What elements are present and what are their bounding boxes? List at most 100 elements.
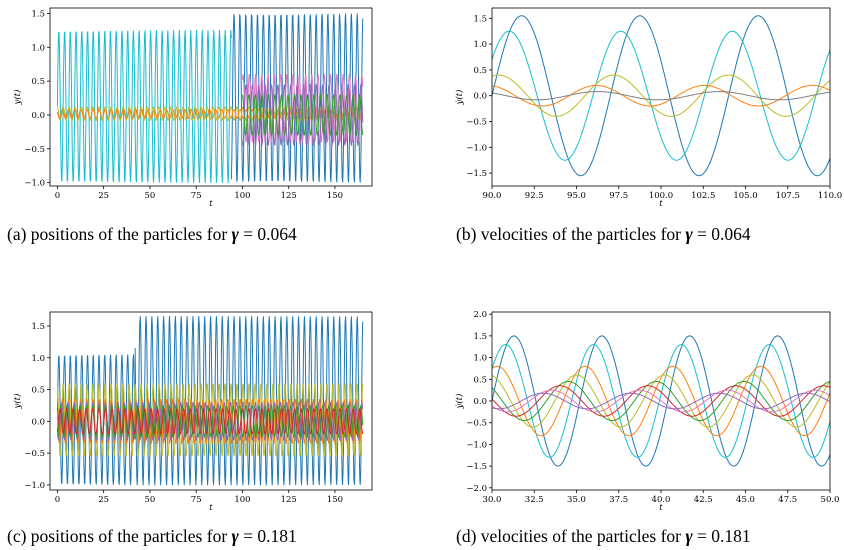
x-tick-label: 25 <box>98 191 109 201</box>
x-tick-label: 32.5 <box>525 495 544 505</box>
y-tick-label: 0.0 <box>31 417 45 427</box>
caption-b-symbol: γ <box>685 224 693 244</box>
x-tick-label: 150 <box>327 495 343 505</box>
y-tick-label: 1.5 <box>31 9 45 19</box>
caption-b-suffix: = 0.064 <box>692 224 751 244</box>
y-tick-label: 1.5 <box>473 332 487 342</box>
x-tick-label: 97.5 <box>609 191 628 201</box>
series-line-2 <box>492 365 830 437</box>
chart-b-svg: 90.0 92.5 95.0 97.5 100.0 102.5 105.0 107.5 110.… <box>454 7 842 209</box>
series-line-4 <box>492 91 830 101</box>
series-line-7 <box>492 392 830 410</box>
caption-c-symbol: γ <box>231 526 239 546</box>
x-tick-label: 92.5 <box>525 191 544 201</box>
y-tick-label: 1.5 <box>473 14 487 24</box>
caption-b: (b) velocities of the particles for γ = … <box>456 224 751 245</box>
y-tick-label: 1.5 <box>31 322 45 332</box>
x-tick-label: 50.0 <box>821 495 840 505</box>
x-tick-label: 100.0 <box>649 191 673 201</box>
y-tick-label: −2.0 <box>466 484 487 494</box>
series-line-2 <box>56 383 364 456</box>
series-line-0 <box>56 354 136 486</box>
x-tick-label: 125 <box>281 495 297 505</box>
plot-area <box>492 335 830 467</box>
y-tick-label: 0.0 <box>473 92 487 102</box>
series-line-3 <box>492 374 830 428</box>
plot-area <box>56 316 364 486</box>
y-tick-label: −0.5 <box>466 419 487 429</box>
y-tick-label: 1.0 <box>31 43 45 53</box>
y-tick-label: 1.0 <box>31 354 45 364</box>
x-tick-label: 110.0 <box>818 191 842 201</box>
x-tick-label: 50 <box>145 495 156 505</box>
y-axis-label: y(t) <box>12 394 23 410</box>
series-line-4 <box>492 381 830 421</box>
x-tick-label: 37.5 <box>609 495 628 505</box>
caption-a-prefix: (a) positions of the particles for <box>7 224 232 244</box>
x-tick-label: 35.0 <box>567 495 586 505</box>
y-tick-label: −0.5 <box>24 449 45 459</box>
plot-frame <box>491 7 831 187</box>
x-axis-label: t <box>209 503 213 513</box>
chart-panel-a: 0 25 50 75 100 125 150 −1.0 −0.5 0.0 0.5 1.0 1.5 t y(t… <box>0 0 400 215</box>
x-tick-label: 0 <box>55 191 60 201</box>
series-line-0 <box>56 29 232 184</box>
chart-panel-b: 90.0 92.5 95.0 97.5 100.0 102.5 105.0 107.5 110.… <box>440 0 844 215</box>
y-tick-label: −1.5 <box>466 462 487 472</box>
x-axis-label: t <box>659 199 663 209</box>
x-tick-label: 40.0 <box>652 495 671 505</box>
x-tick-label: 47.5 <box>778 495 797 505</box>
y-tick-label: 2.0 <box>473 310 487 320</box>
caption-d-symbol: γ <box>685 526 693 546</box>
x-tick-label: 100 <box>234 495 250 505</box>
y-axis-label: ẏ(t) <box>454 394 465 410</box>
x-tick-label: 150 <box>327 191 343 201</box>
y-tick-label: −0.5 <box>466 118 487 128</box>
series-line-1 <box>492 30 830 161</box>
chart-c-svg: 0 25 50 75 100 125 150 −1.0 −0.5 0.0 0.5 1.0 1.5 t y(t… <box>12 311 373 513</box>
series-line-0 <box>492 15 830 177</box>
y-tick-label: −1.0 <box>24 481 45 491</box>
y-tick-label: 0.0 <box>473 397 487 407</box>
y-tick-label: 0.5 <box>31 77 45 87</box>
plot-frame <box>49 7 373 187</box>
plot-area <box>492 15 830 177</box>
y-tick-label: 0.5 <box>31 386 45 396</box>
series-line-4 <box>56 401 364 441</box>
x-tick-label: 125 <box>281 191 297 201</box>
x-tick-label: 102.5 <box>691 191 715 201</box>
caption-a: (a) positions of the particles for γ = 0… <box>7 224 297 245</box>
caption-b-prefix: (b) velocities of the particles for <box>456 224 686 244</box>
plot-frame <box>49 311 373 491</box>
series-line-1 <box>492 344 830 458</box>
caption-a-symbol: γ <box>231 224 239 244</box>
y-tick-label: 0.5 <box>473 375 487 385</box>
chart-panel-d: 30.0 32.5 35.0 37.5 40.0 42.5 45.0 47.5 50.0 −2.0… <box>440 304 844 519</box>
x-tick-label: 75 <box>191 495 202 505</box>
x-tick-label: 105.0 <box>733 191 757 201</box>
y-tick-label: −1.0 <box>466 143 487 153</box>
x-tick-label: 90.0 <box>483 191 502 201</box>
series-line-5 <box>242 84 364 146</box>
y-tick-label: 0.5 <box>473 66 487 76</box>
series-line-6 <box>242 94 364 136</box>
chart-d-svg: 30.0 32.5 35.0 37.5 40.0 42.5 45.0 47.5 50.0 −2.0… <box>454 310 840 513</box>
series-line-3 <box>492 84 830 107</box>
x-tick-label: 95.0 <box>567 191 586 201</box>
x-axis-label: t <box>209 199 213 209</box>
chart-panel-c: 0 25 50 75 100 125 150 −1.0 −0.5 0.0 0.5 1.0 1.5 t y(t… <box>0 304 400 519</box>
x-tick-label: 45.0 <box>736 495 755 505</box>
caption-a-suffix: = 0.064 <box>238 224 297 244</box>
y-axis-label: y(t) <box>12 90 23 106</box>
x-tick-label: 100 <box>234 191 250 201</box>
x-tick-label: 25 <box>98 495 109 505</box>
x-tick-label: 0 <box>55 495 60 505</box>
caption-c: (c) positions of the particles for γ = 0… <box>7 526 297 547</box>
series-line-6 <box>492 389 830 413</box>
x-axis-label: t <box>659 503 663 513</box>
y-tick-label: −1.5 <box>466 169 487 179</box>
plot-area <box>56 13 364 184</box>
caption-c-suffix: = 0.181 <box>238 526 297 546</box>
y-axis-label: ẏ(t) <box>454 90 465 106</box>
y-tick-label: −1.0 <box>24 179 45 189</box>
